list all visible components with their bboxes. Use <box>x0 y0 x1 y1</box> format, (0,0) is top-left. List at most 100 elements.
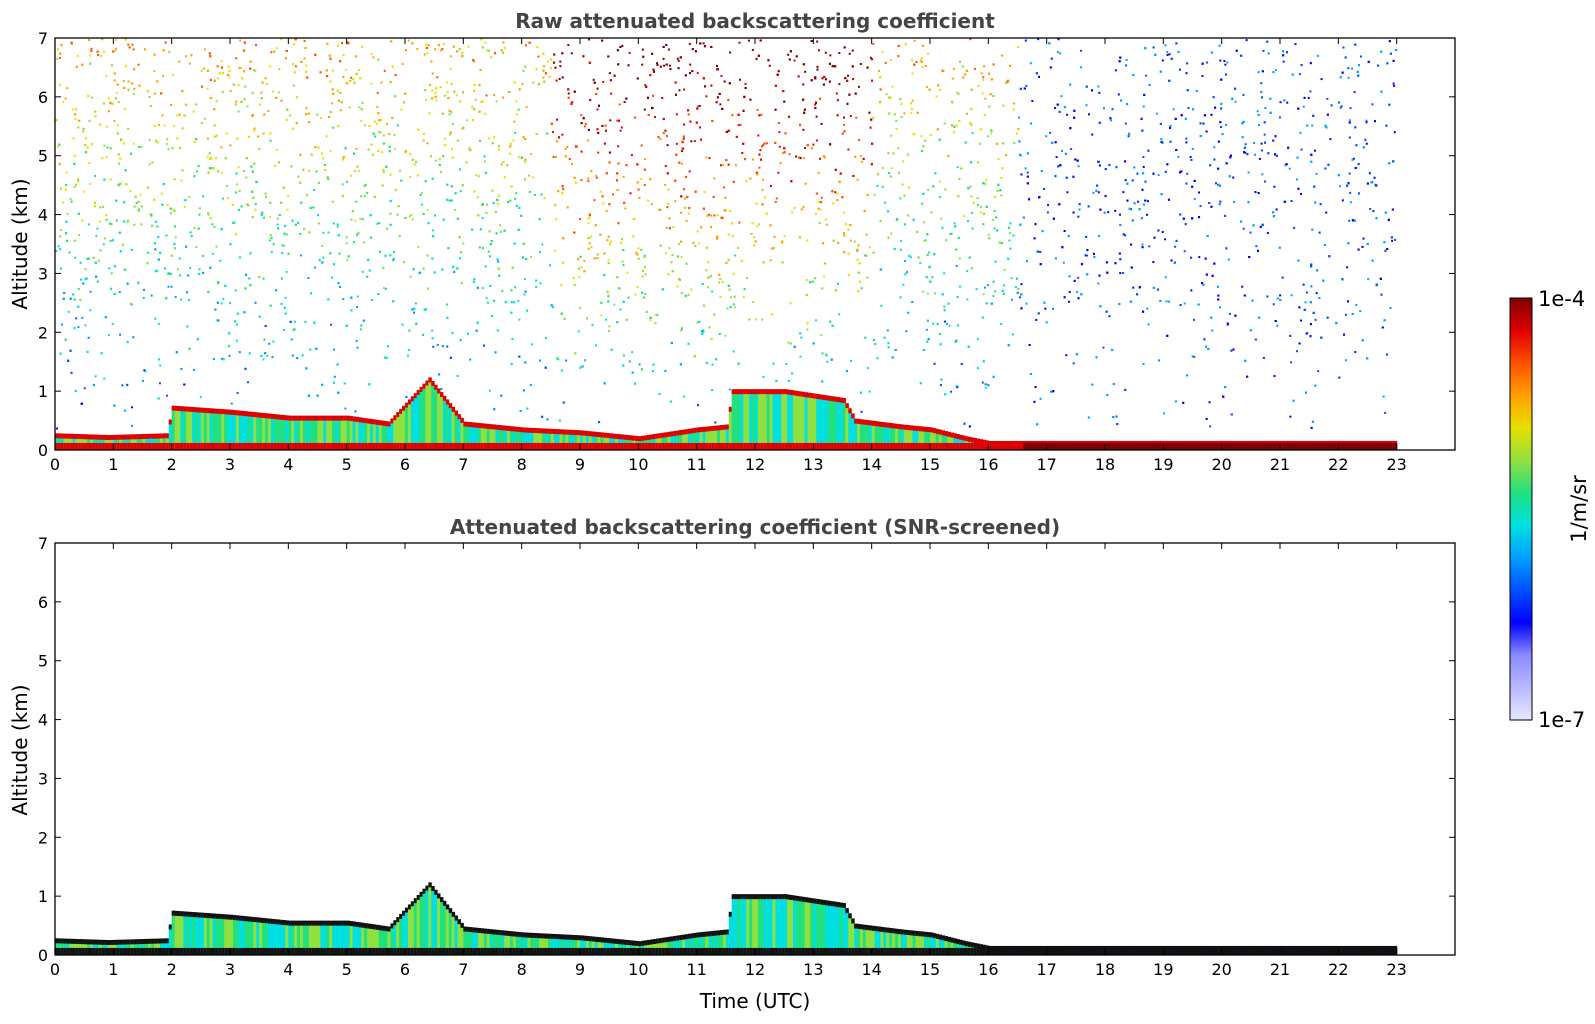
noise-pixel <box>230 402 233 405</box>
noise-pixel <box>529 383 532 386</box>
noise-pixel <box>412 268 415 271</box>
bl-cell <box>871 422 876 450</box>
noise-pixel <box>885 93 888 96</box>
noise-pixel <box>1253 153 1256 156</box>
surface-cell <box>1303 442 1307 450</box>
bl-top-cell <box>133 434 138 440</box>
noise-pixel <box>787 341 790 344</box>
bl-top-cell <box>585 430 590 436</box>
noise-pixel <box>188 195 191 198</box>
surface-cell <box>932 442 937 450</box>
noise-pixel <box>393 148 396 151</box>
noise-pixel <box>283 329 286 332</box>
noise-pixel <box>499 224 502 227</box>
bl-top-cell <box>816 393 820 399</box>
noise-pixel <box>393 133 396 136</box>
noise-pixel <box>260 91 263 94</box>
noise-pixel <box>662 57 665 60</box>
noise-pixel <box>696 107 699 110</box>
surface-cell <box>728 442 733 450</box>
bl-top-cell <box>839 397 843 403</box>
noise-pixel <box>890 167 893 170</box>
noise-pixel <box>869 56 872 59</box>
bl-cell <box>895 425 899 450</box>
bl-cell <box>568 431 572 450</box>
noise-pixel <box>702 330 705 333</box>
surface-cell <box>737 442 741 450</box>
noise-pixel <box>1111 108 1114 111</box>
bl-top-cell <box>457 414 461 420</box>
noise-pixel <box>684 206 687 209</box>
surface-cell <box>795 442 800 450</box>
surface-cell <box>440 442 444 450</box>
bl-top-cell <box>743 389 747 395</box>
surface-cell <box>352 442 356 450</box>
bl-top-cell <box>932 428 937 434</box>
noise-pixel <box>921 202 924 205</box>
noise-pixel <box>587 247 590 250</box>
bl-top-cell <box>685 429 689 435</box>
noise-pixel <box>117 124 120 127</box>
noise-pixel <box>158 382 161 385</box>
noise-pixel <box>430 60 433 63</box>
bl-top-cell <box>212 408 216 414</box>
noise-pixel <box>980 72 983 75</box>
noise-pixel <box>1164 44 1167 47</box>
surface-cell <box>323 442 327 450</box>
noise-pixel <box>383 69 386 72</box>
surface-cell <box>232 442 237 450</box>
noise-pixel <box>702 329 705 332</box>
surface-cell <box>247 442 251 450</box>
surface-cell <box>854 442 858 450</box>
bl-cell <box>725 426 730 450</box>
noise-pixel <box>57 145 60 148</box>
surface-cell <box>518 442 523 450</box>
surface-cell <box>521 442 526 450</box>
noise-pixel <box>115 219 118 222</box>
bl-cell <box>772 391 776 450</box>
bl-top-cell <box>857 418 861 424</box>
surface-cell <box>693 442 698 450</box>
noise-pixel <box>1054 257 1057 260</box>
noise-pixel <box>1031 99 1034 102</box>
surface-cell <box>75 442 79 450</box>
noise-pixel <box>156 269 159 272</box>
bl-top-cell <box>510 426 514 432</box>
noise-pixel <box>1226 323 1229 326</box>
noise-pixel <box>711 290 714 293</box>
noise-pixel <box>587 217 590 220</box>
noise-pixel <box>884 61 887 64</box>
noise-pixel <box>157 322 160 325</box>
noise-pixel <box>708 213 711 216</box>
noise-pixel <box>59 56 62 59</box>
surface-cell <box>524 442 528 450</box>
surface-cell <box>390 442 394 450</box>
noise-pixel <box>710 84 713 87</box>
noise-pixel <box>376 91 379 94</box>
bl-cell <box>440 394 444 450</box>
surface-cell <box>393 442 397 450</box>
bl-top-cell <box>862 419 867 425</box>
noise-pixel <box>774 201 777 204</box>
surface-cell <box>329 442 333 450</box>
noise-pixel <box>408 349 411 352</box>
bl-cell <box>60 435 65 450</box>
bl-cell <box>553 431 558 450</box>
bl-top-cell <box>279 414 283 420</box>
noise-pixel <box>361 218 364 221</box>
surface-cell <box>1390 442 1395 450</box>
surface-cell <box>1081 442 1086 450</box>
noise-pixel <box>814 103 817 106</box>
bl-cell <box>842 399 846 450</box>
noise-pixel <box>795 155 798 158</box>
bl-top-cell <box>658 433 663 439</box>
noise-pixel <box>716 64 719 67</box>
surface-cell <box>708 442 712 450</box>
noise-pixel <box>1257 71 1260 74</box>
bl-top-cell <box>883 422 887 428</box>
bl-top-cell <box>69 433 73 439</box>
noise-pixel <box>623 101 626 104</box>
noise-pixel <box>1030 122 1033 125</box>
bl-cell <box>714 427 718 450</box>
noise-pixel <box>272 243 275 246</box>
